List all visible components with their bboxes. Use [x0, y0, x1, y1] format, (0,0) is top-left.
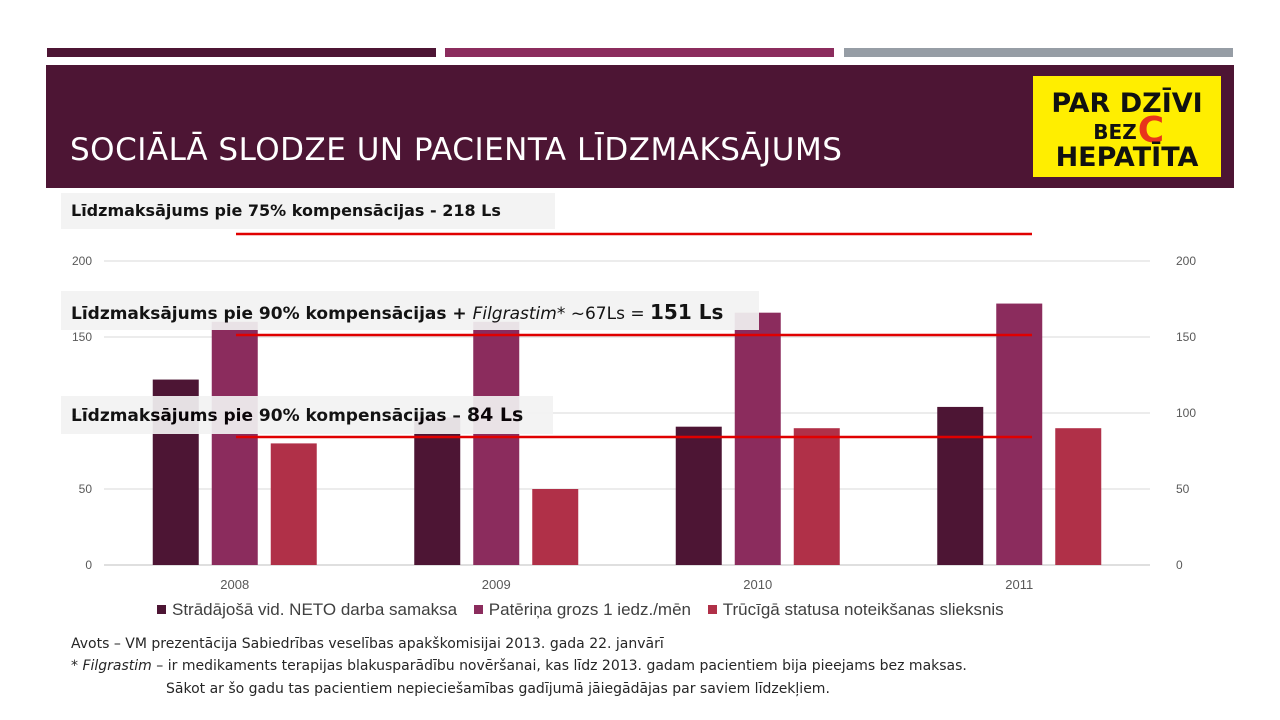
callout-75-percent-text: Līdzmaksājums pie 75% kompensācijas - 21…	[71, 201, 501, 220]
source-footnote-drug: Filgrastim	[82, 658, 152, 674]
callout-90-percent-filgrastim-text: Līdzmaksājums pie 90% kompensācijas + Fi…	[71, 300, 723, 324]
bar-2011-series-1	[937, 406, 984, 565]
chart-legend: Strādājošā vid. NETO darba samaksa Patēr…	[157, 600, 1016, 620]
y2-tick-label-100: 100	[1176, 406, 1196, 420]
bar-2009-series-2	[473, 321, 520, 565]
source-line-1: Avots – VM prezentācija Sabiedrības vese…	[71, 636, 664, 652]
legend-item-3: Trūcīgā statusa noteikšanas slieksnis	[707, 600, 1004, 620]
y2-tick-label-0: 0	[1176, 558, 1183, 572]
callout-2-italic: Filgrastim	[472, 304, 557, 324]
callout-3-bold: 84 Ls	[466, 404, 524, 426]
slide-title: SOCIĀLĀ SLODZE UN PACIENTA LĪDZMAKSĀJUMS	[70, 132, 843, 168]
bar-2009-series-3	[532, 489, 579, 565]
accent-stripe-1	[47, 48, 436, 57]
callout-90-percent: Līdzmaksājums pie 90% kompensācijas – 84…	[61, 396, 553, 434]
source-footnote-text: – ir medikaments terapijas blakusparādīb…	[151, 658, 967, 674]
callout-3-prefix: Līdzmaksājums pie 90% kompensācijas –	[71, 406, 467, 426]
legend-swatch-2	[473, 605, 483, 614]
bar-2010-series-1	[675, 426, 722, 565]
bar-2008-series-2	[211, 321, 258, 565]
x-tick-label-2009: 2009	[482, 577, 511, 592]
source-footnote-star: *	[71, 658, 83, 674]
x-tick-label-2008: 2008	[220, 577, 249, 592]
logo-line-2: BEZ	[1093, 120, 1136, 144]
bar-2009-series-1	[414, 417, 461, 565]
y-tick-label-150: 150	[72, 330, 92, 344]
x-tick-label-2011: 2011	[1005, 577, 1033, 592]
callout-90-percent-text: Līdzmaksājums pie 90% kompensācijas – 84…	[71, 404, 523, 426]
callout-2-middle: * ~67Ls =	[556, 304, 650, 324]
legend-label-2: Patēriņa grozs 1 iedz./mēn	[488, 600, 691, 619]
bar-2008-series-3	[270, 443, 317, 565]
logo-line-3: HEPATĪTA	[1056, 141, 1199, 173]
legend-swatch-3	[707, 605, 717, 614]
source-line-3: Sākot ar šo gadu tas pacientiem nepiecie…	[166, 681, 830, 697]
y2-tick-label-50: 50	[1176, 482, 1190, 496]
y-tick-label-50: 50	[79, 482, 93, 496]
bar-2010-series-2	[734, 312, 781, 565]
legend-swatch-1	[157, 605, 166, 614]
callout-2-bold: 151 Ls	[649, 300, 724, 324]
chart-axes: 0501001502000501001502002008200920102011	[72, 254, 1196, 592]
legend-label-3: Trūcīgā statusa noteikšanas slieksnis	[722, 600, 1004, 619]
callout-2-prefix: Līdzmaksājums pie 90% kompensācijas +	[71, 304, 473, 324]
chart-bars	[152, 303, 1102, 565]
logo-line-1: PAR DZĪVI	[1051, 87, 1202, 119]
logo-background	[1033, 76, 1221, 177]
callout-90-percent-filgrastim: Līdzmaksājums pie 90% kompensācijas + Fi…	[61, 291, 759, 330]
legend-label-1: Strādājošā vid. NETO darba samaksa	[172, 600, 458, 619]
accent-stripe-2	[445, 48, 834, 57]
bar-2011-series-3	[1055, 428, 1102, 565]
logo-letter-c: C	[1138, 110, 1164, 151]
x-tick-label-2010: 2010	[743, 577, 772, 592]
callout-75-percent: Līdzmaksājums pie 75% kompensācijas - 21…	[61, 193, 555, 229]
source-line-2: * Filgrastim – ir medikaments terapijas …	[71, 658, 967, 674]
y-tick-label-200: 200	[72, 254, 92, 268]
legend-item-2: Patēriņa grozs 1 iedz./mēn	[473, 600, 691, 620]
bar-2011-series-2	[996, 303, 1043, 565]
campaign-logo: PAR DZĪVI BEZ C HEPATĪTA	[1033, 76, 1221, 177]
bar-2010-series-3	[793, 428, 840, 565]
y2-tick-label-150: 150	[1176, 330, 1196, 344]
y2-tick-label-200: 200	[1176, 254, 1196, 268]
accent-stripe-3	[844, 48, 1233, 57]
y-tick-label-0: 0	[85, 558, 92, 572]
legend-item-1: Strādājošā vid. NETO darba samaksa	[157, 600, 457, 620]
